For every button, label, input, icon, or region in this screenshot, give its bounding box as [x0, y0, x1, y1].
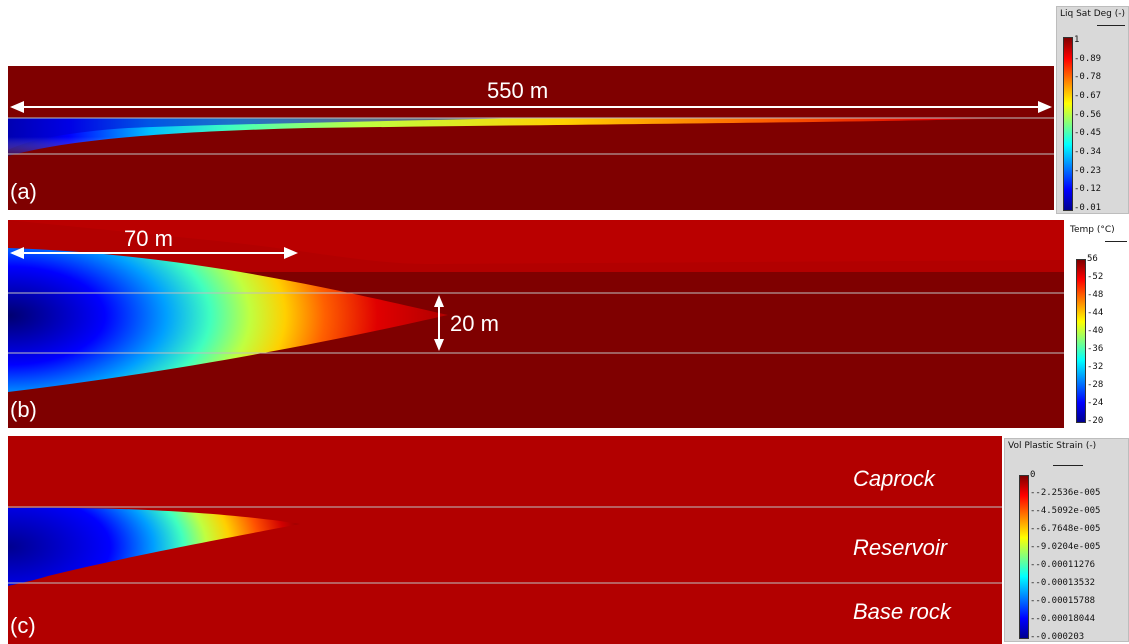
- legend-tick: 0: [1030, 470, 1036, 480]
- panel-a-legend: Liq Sat Deg (-) 1 0.89 0.78 0.67 0.56 0.…: [1056, 6, 1129, 214]
- panel-a-field-plot: [8, 66, 1054, 210]
- panel-b-legend-rule: [1105, 241, 1127, 242]
- legend-tick: 36: [1087, 344, 1103, 354]
- panel-c-letter: (c): [10, 613, 36, 638]
- legend-tick: -2.2536e-005: [1030, 488, 1100, 498]
- legend-tick: -0.00018044: [1030, 614, 1100, 624]
- panel-c-legend-ticks: 0 -2.2536e-005 -4.5092e-005 -6.7648e-005…: [1030, 470, 1100, 641]
- panel-c-caprock-label: Caprock: [853, 466, 935, 491]
- legend-tick: 0.89: [1074, 54, 1101, 64]
- legend-tick: 28: [1087, 380, 1103, 390]
- panel-b-upper-shade: [8, 220, 1064, 264]
- legend-tick: 48: [1087, 290, 1103, 300]
- legend-tick: 40: [1087, 326, 1103, 336]
- panel-b-legend-colorbar: [1076, 259, 1086, 423]
- legend-tick: -0.00011276: [1030, 560, 1100, 570]
- panel-b-temperature: 70 m 20 m (b): [8, 220, 1064, 428]
- legend-tick: 32: [1087, 362, 1103, 372]
- panel-b-horizontal-dimension-label: 70 m: [124, 226, 173, 251]
- panel-c-legend-colorbar: [1019, 475, 1029, 639]
- panel-c-legend: Vol Plastic Strain (-) 0 -2.2536e-005 -4…: [1004, 438, 1129, 642]
- legend-tick: 0.45: [1074, 128, 1101, 138]
- panel-c-base-rock-label: Base rock: [853, 599, 951, 624]
- legend-tick: 24: [1087, 398, 1103, 408]
- panel-b-legend-ticks: 56 52 48 44 40 36 32 28 24 20: [1087, 254, 1103, 425]
- panel-c-reservoir-label: Reservoir: [853, 535, 948, 560]
- legend-tick: 0.67: [1074, 91, 1101, 101]
- panel-c-legend-title: Vol Plastic Strain (-): [1008, 441, 1097, 451]
- legend-tick: -0.00015788: [1030, 596, 1100, 606]
- legend-tick: -0.000203: [1030, 632, 1100, 641]
- panel-c-field-plot: [8, 436, 1002, 644]
- panel-a-letter: (a): [10, 179, 37, 204]
- legend-tick: 0.34: [1074, 147, 1101, 157]
- panel-b-legend-title: Temp (°C): [1070, 225, 1115, 235]
- legend-tick: 0.56: [1074, 110, 1101, 120]
- panel-b-horizontal-dimension-arrow: [10, 247, 298, 259]
- panel-b-vertical-dimension-arrow: [434, 295, 444, 351]
- panel-a-liquid-saturation: 550 m (a): [8, 66, 1054, 210]
- legend-tick: 0.78: [1074, 72, 1101, 82]
- panel-a-legend-colorbar: [1063, 37, 1073, 211]
- legend-tick: 56: [1087, 254, 1098, 264]
- legend-tick: 44: [1087, 308, 1103, 318]
- panel-a-legend-rule: [1097, 25, 1125, 26]
- panel-c-volumetric-plastic-strain: Caprock Reservoir Base rock (c): [8, 436, 1002, 644]
- panel-a-background: [8, 66, 1054, 210]
- legend-tick: 0.12: [1074, 184, 1101, 194]
- legend-tick: -0.00013532: [1030, 578, 1100, 588]
- panel-b-legend: Temp (°C) 56 52 48 44 40 36 32 28 24 20: [1066, 222, 1129, 426]
- panel-a-dimension-label: 550 m: [487, 78, 549, 103]
- legend-tick: -9.0204e-005: [1030, 542, 1100, 552]
- legend-tick: 52: [1087, 272, 1103, 282]
- legend-tick: 20: [1087, 416, 1103, 425]
- panel-c-strain-plume: [8, 507, 300, 586]
- legend-tick: -4.5092e-005: [1030, 506, 1100, 516]
- legend-tick: 1: [1074, 35, 1080, 45]
- panel-b-letter: (b): [10, 397, 37, 422]
- panel-a-legend-ticks: 1 0.89 0.78 0.67 0.56 0.45 0.34 0.23 0.1…: [1074, 35, 1101, 213]
- legend-tick: 0.23: [1074, 166, 1101, 176]
- panel-a-plume-shade: [8, 118, 1018, 156]
- panel-c-legend-rule: [1053, 465, 1083, 466]
- panel-a-legend-title: Liq Sat Deg (-): [1060, 9, 1126, 19]
- panel-a-dimension-arrow: [10, 101, 1052, 113]
- panel-b-thermal-plume: [8, 248, 448, 392]
- panel-b-vertical-dimension-label: 20 m: [450, 311, 499, 336]
- panel-b-field-plot: [8, 220, 1064, 428]
- legend-tick: -6.7648e-005: [1030, 524, 1100, 534]
- legend-tick: 0.01: [1074, 203, 1101, 213]
